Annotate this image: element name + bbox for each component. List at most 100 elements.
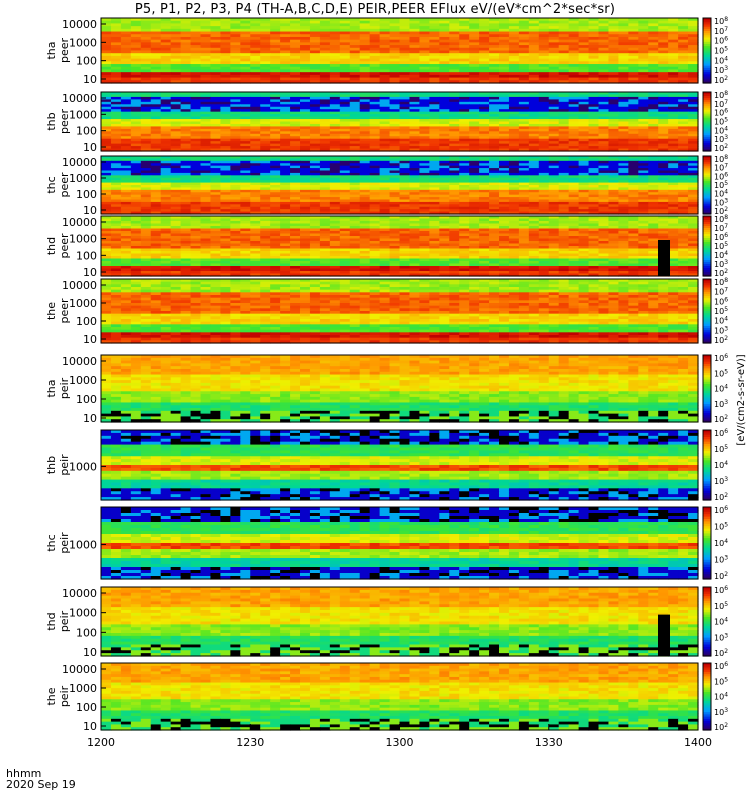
spectrogram-cell	[240, 165, 251, 169]
spectrogram-cell	[399, 180, 411, 184]
spectrogram-cell	[170, 148, 182, 152]
spectrogram-cell	[210, 226, 221, 230]
spectrogram-cell	[319, 223, 331, 227]
spectrogram-cell	[369, 26, 381, 30]
spectrogram-cell	[220, 172, 231, 176]
spectrogram-cell	[578, 121, 590, 125]
colorbar-swatch	[703, 125, 711, 128]
spectrogram-cell	[648, 99, 659, 103]
spectrogram-cell	[518, 106, 530, 110]
spectrogram-cell	[329, 226, 341, 230]
spectrogram-cell	[538, 114, 550, 118]
spectrogram-cell	[270, 216, 281, 220]
spectrogram-cell	[300, 50, 311, 54]
spectrogram-cell	[449, 80, 460, 84]
spectrogram-cell	[409, 42, 420, 46]
spectrogram-cell	[518, 116, 530, 120]
spectrogram-cell	[558, 175, 570, 179]
spectrogram-cell	[220, 128, 231, 132]
spectrogram-cell	[359, 92, 371, 96]
spectrogram-cell	[588, 182, 600, 186]
spectrogram-cell	[449, 206, 460, 210]
spectrogram-cell	[568, 211, 580, 215]
spectrogram-cell	[688, 199, 699, 203]
spectrogram-cell	[250, 45, 261, 49]
spectrogram-cell	[120, 111, 132, 115]
spectrogram-cell	[479, 231, 490, 235]
spectrogram-cell	[260, 104, 271, 108]
spectrogram-cell	[160, 39, 172, 43]
spectrogram-cell	[329, 20, 341, 25]
spectrogram-cell	[459, 133, 470, 137]
spectrogram-cell	[170, 18, 182, 22]
spectrogram-cell	[130, 158, 142, 162]
spectrogram-cell	[419, 74, 430, 79]
spectrogram-cell	[548, 72, 560, 76]
spectrogram-cell	[250, 189, 261, 193]
spectrogram-cell	[140, 50, 152, 54]
spectrogram-cell	[359, 148, 371, 152]
spectrogram-cell	[648, 133, 659, 137]
spectrogram-cell	[568, 47, 580, 52]
spectrogram-cell	[250, 177, 261, 181]
spectrogram-cell	[528, 226, 540, 230]
spectrogram-cell	[598, 206, 610, 210]
spectrogram-cell	[499, 74, 510, 79]
spectrogram-cell	[548, 187, 560, 191]
spectrogram-cell	[140, 185, 152, 189]
spectrogram-cell	[399, 199, 411, 203]
spectrogram-cell	[479, 136, 490, 140]
spectrogram-cell	[638, 231, 649, 235]
spectrogram-cell	[280, 114, 291, 118]
spectrogram-cell	[250, 20, 261, 25]
spectrogram-cell	[518, 50, 530, 54]
spectrogram-cell	[678, 158, 689, 162]
spectrogram-cell	[319, 192, 331, 196]
spectrogram-cell	[588, 114, 600, 118]
spectrogram-cell	[628, 228, 639, 232]
spectrogram-cell	[618, 211, 629, 215]
spectrogram-cell	[120, 138, 132, 142]
spectrogram-cell	[309, 66, 321, 71]
spectrogram-cell	[120, 177, 132, 181]
spectrogram-cell	[638, 189, 649, 193]
spectrogram-cell	[598, 119, 610, 123]
spectrogram-cell	[290, 23, 301, 27]
spectrogram-cell	[260, 31, 271, 35]
spectrogram-cell	[469, 26, 480, 30]
spectrogram-cell	[120, 61, 132, 65]
spectrogram-cell	[150, 80, 162, 84]
spectrogram-cell	[389, 31, 401, 35]
spectrogram-cell	[688, 66, 699, 71]
spectrogram-cell	[399, 141, 411, 145]
spectrogram-cell	[499, 192, 510, 196]
spectrogram-cell	[538, 218, 550, 222]
spectrogram-cell	[130, 172, 142, 176]
spectrogram-cell	[638, 209, 649, 213]
spectrogram-cell	[329, 177, 341, 181]
spectrogram-cell	[499, 156, 510, 160]
spectrogram-cell	[658, 221, 669, 225]
spectrogram-cell	[548, 192, 560, 196]
spectrogram-cell	[240, 231, 251, 235]
spectrogram-cell	[678, 156, 689, 160]
spectrogram-cell	[568, 192, 580, 196]
spectrogram-cell	[240, 31, 251, 35]
spectrogram-cell	[250, 223, 261, 227]
spectrogram-cell	[568, 72, 580, 76]
spectrogram-cell	[588, 116, 600, 120]
spectrogram-cell	[200, 116, 212, 120]
spectrogram-cell	[230, 109, 241, 113]
spectrogram-cell	[558, 101, 570, 105]
spectrogram-cell	[120, 201, 132, 205]
spectrogram-cell	[160, 23, 172, 27]
spectrogram-cell	[518, 23, 530, 27]
spectrogram-cell	[598, 80, 610, 84]
spectrogram-cell	[469, 55, 480, 60]
spectrogram-cell	[160, 165, 172, 169]
spectrogram-cell	[508, 106, 520, 110]
spectrogram-cell	[508, 156, 520, 160]
spectrogram-cell	[568, 170, 580, 174]
spectrogram-cell	[409, 101, 420, 105]
spectrogram-cell	[210, 39, 221, 43]
